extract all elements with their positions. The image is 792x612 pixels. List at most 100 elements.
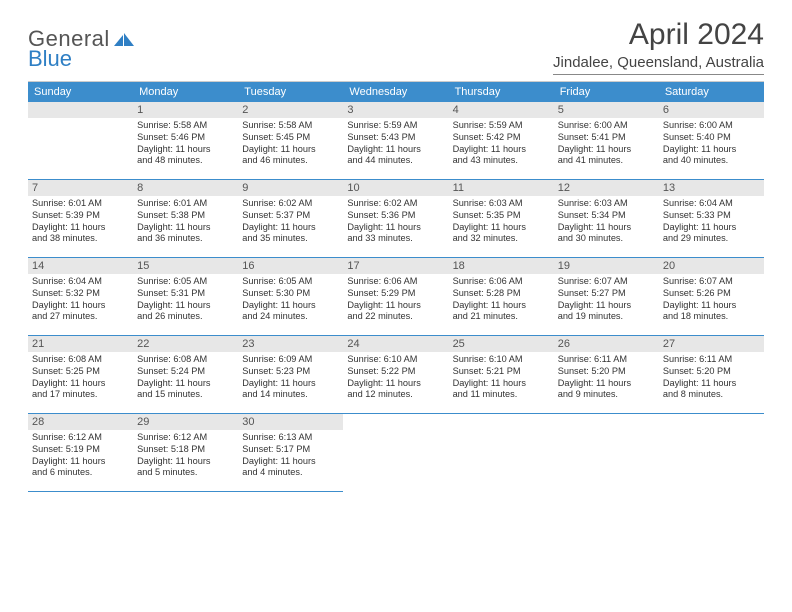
day-body: Sunrise: 6:02 AMSunset: 5:36 PMDaylight:…	[347, 198, 444, 245]
day-number: 18	[449, 258, 554, 274]
day-number: 24	[343, 336, 448, 352]
day-number: 6	[659, 102, 764, 118]
calendar-cell: 18 Sunrise: 6:06 AMSunset: 5:28 PMDayligh…	[449, 258, 554, 336]
logo-flag-icon	[114, 31, 136, 47]
day-body: Sunrise: 5:58 AMSunset: 5:45 PMDaylight:…	[242, 120, 339, 167]
day-number: 21	[28, 336, 133, 352]
calendar-cell: 22 Sunrise: 6:08 AMSunset: 5:24 PMDayligh…	[133, 336, 238, 414]
day-number: 16	[238, 258, 343, 274]
day-body: Sunrise: 6:05 AMSunset: 5:31 PMDaylight:…	[137, 276, 234, 323]
weekday-header: Thursday	[449, 82, 554, 102]
logo-word2: Blue	[28, 46, 72, 72]
calendar-cell: 10 Sunrise: 6:02 AMSunset: 5:36 PMDayligh…	[343, 180, 448, 258]
day-body: Sunrise: 6:08 AMSunset: 5:25 PMDaylight:…	[32, 354, 129, 401]
day-body: Sunrise: 6:07 AMSunset: 5:27 PMDaylight:…	[558, 276, 655, 323]
day-number: 30	[238, 414, 343, 430]
day-number: 17	[343, 258, 448, 274]
day-number: 4	[449, 102, 554, 118]
calendar-cell: 9 Sunrise: 6:02 AMSunset: 5:37 PMDaylight…	[238, 180, 343, 258]
day-body: Sunrise: 6:12 AMSunset: 5:18 PMDaylight:…	[137, 432, 234, 479]
calendar-cell: 14 Sunrise: 6:04 AMSunset: 5:32 PMDayligh…	[28, 258, 133, 336]
day-body: Sunrise: 6:04 AMSunset: 5:32 PMDaylight:…	[32, 276, 129, 323]
day-body: Sunrise: 6:12 AMSunset: 5:19 PMDaylight:…	[32, 432, 129, 479]
calendar-cell: 16 Sunrise: 6:05 AMSunset: 5:30 PMDayligh…	[238, 258, 343, 336]
day-number: 26	[554, 336, 659, 352]
calendar-cell: 6 Sunrise: 6:00 AMSunset: 5:40 PMDaylight…	[659, 102, 764, 180]
day-number: 20	[659, 258, 764, 274]
day-body: Sunrise: 6:13 AMSunset: 5:17 PMDaylight:…	[242, 432, 339, 479]
calendar-cell: 29 Sunrise: 6:12 AMSunset: 5:18 PMDayligh…	[133, 414, 238, 492]
calendar-cell: 8 Sunrise: 6:01 AMSunset: 5:38 PMDaylight…	[133, 180, 238, 258]
day-number: 10	[343, 180, 448, 196]
location-subtitle: Jindalee, Queensland, Australia	[553, 54, 764, 75]
day-body: Sunrise: 6:08 AMSunset: 5:24 PMDaylight:…	[137, 354, 234, 401]
calendar-cell: 24 Sunrise: 6:10 AMSunset: 5:22 PMDayligh…	[343, 336, 448, 414]
day-number: 5	[554, 102, 659, 118]
calendar-cell: 23Sunrise: 6:09 AMSunset: 5:23 PMDayligh…	[238, 336, 343, 414]
calendar-cell: 3 Sunrise: 5:59 AMSunset: 5:43 PMDaylight…	[343, 102, 448, 180]
calendar-cell: 4 Sunrise: 5:59 AMSunset: 5:42 PMDaylight…	[449, 102, 554, 180]
day-number: 25	[449, 336, 554, 352]
day-body: Sunrise: 5:58 AMSunset: 5:46 PMDaylight:…	[137, 120, 234, 167]
calendar-cell: 7 Sunrise: 6:01 AMSunset: 5:39 PMDaylight…	[28, 180, 133, 258]
calendar-cell: 25 Sunrise: 6:10 AMSunset: 5:21 PMDayligh…	[449, 336, 554, 414]
weekday-header: Sunday	[28, 82, 133, 102]
day-number: 29	[133, 414, 238, 430]
day-number: 7	[28, 180, 133, 196]
calendar-cell: 2 Sunrise: 5:58 AMSunset: 5:45 PMDaylight…	[238, 102, 343, 180]
calendar-cell: 1 Sunrise: 5:58 AMSunset: 5:46 PMDaylight…	[133, 102, 238, 180]
day-body: Sunrise: 6:03 AMSunset: 5:34 PMDaylight:…	[558, 198, 655, 245]
day-body: Sunrise: 6:06 AMSunset: 5:28 PMDaylight:…	[453, 276, 550, 323]
calendar-cell-empty	[28, 102, 133, 180]
day-number: 19	[554, 258, 659, 274]
calendar-cell: 20Sunrise: 6:07 AMSunset: 5:26 PMDayligh…	[659, 258, 764, 336]
day-body: Sunrise: 6:01 AMSunset: 5:38 PMDaylight:…	[137, 198, 234, 245]
calendar-cell: 28 Sunrise: 6:12 AMSunset: 5:19 PMDayligh…	[28, 414, 133, 492]
calendar-cell-empty	[343, 414, 448, 492]
day-body: Sunrise: 5:59 AMSunset: 5:42 PMDaylight:…	[453, 120, 550, 167]
calendar-cell: 13Sunrise: 6:04 AMSunset: 5:33 PMDayligh…	[659, 180, 764, 258]
day-number: 12	[554, 180, 659, 196]
day-number: 14	[28, 258, 133, 274]
day-body: Sunrise: 6:05 AMSunset: 5:30 PMDaylight:…	[242, 276, 339, 323]
day-number: 8	[133, 180, 238, 196]
calendar-cell: 30 Sunrise: 6:13 AMSunset: 5:17 PMDayligh…	[238, 414, 343, 492]
weekday-header: Wednesday	[343, 82, 448, 102]
calendar-grid: SundayMondayTuesdayWednesdayThursdayFrid…	[28, 81, 764, 492]
day-number: 22	[133, 336, 238, 352]
weekday-header: Monday	[133, 82, 238, 102]
calendar-cell: 5 Sunrise: 6:00 AMSunset: 5:41 PMDaylight…	[554, 102, 659, 180]
day-body: Sunrise: 6:02 AMSunset: 5:37 PMDaylight:…	[242, 198, 339, 245]
calendar-cell: 27Sunrise: 6:11 AMSunset: 5:20 PMDayligh…	[659, 336, 764, 414]
day-body: Sunrise: 6:10 AMSunset: 5:21 PMDaylight:…	[453, 354, 550, 401]
calendar-cell: 11Sunrise: 6:03 AMSunset: 5:35 PMDayligh…	[449, 180, 554, 258]
calendar-cell: 17 Sunrise: 6:06 AMSunset: 5:29 PMDayligh…	[343, 258, 448, 336]
day-number: 2	[238, 102, 343, 118]
day-number: 1	[133, 102, 238, 118]
title-block: April 2024 Jindalee, Queensland, Austral…	[553, 18, 764, 75]
calendar-cell-empty	[554, 414, 659, 492]
calendar-page: General April 2024 Jindalee, Queensland,…	[0, 0, 792, 510]
day-body: Sunrise: 6:00 AMSunset: 5:41 PMDaylight:…	[558, 120, 655, 167]
weekday-header: Friday	[554, 82, 659, 102]
day-body: Sunrise: 6:10 AMSunset: 5:22 PMDaylight:…	[347, 354, 444, 401]
calendar-cell: 12 Sunrise: 6:03 AMSunset: 5:34 PMDayligh…	[554, 180, 659, 258]
day-number: 28	[28, 414, 133, 430]
day-body: Sunrise: 6:01 AMSunset: 5:39 PMDaylight:…	[32, 198, 129, 245]
day-number: 9	[238, 180, 343, 196]
header: General April 2024 Jindalee, Queensland,…	[28, 18, 764, 75]
calendar-cell-empty	[659, 414, 764, 492]
weekday-header: Saturday	[659, 82, 764, 102]
month-title: April 2024	[553, 18, 764, 52]
day-number: 11	[449, 180, 554, 196]
calendar-cell: 19 Sunrise: 6:07 AMSunset: 5:27 PMDayligh…	[554, 258, 659, 336]
day-number: 3	[343, 102, 448, 118]
calendar-cell-empty	[449, 414, 554, 492]
calendar-cell: 15Sunrise: 6:05 AMSunset: 5:31 PMDayligh…	[133, 258, 238, 336]
day-body: Sunrise: 5:59 AMSunset: 5:43 PMDaylight:…	[347, 120, 444, 167]
day-body: Sunrise: 6:09 AMSunset: 5:23 PMDaylight:…	[242, 354, 339, 401]
day-body: Sunrise: 6:11 AMSunset: 5:20 PMDaylight:…	[663, 354, 760, 401]
weekday-header: Tuesday	[238, 82, 343, 102]
day-body: Sunrise: 6:00 AMSunset: 5:40 PMDaylight:…	[663, 120, 760, 167]
day-body: Sunrise: 6:06 AMSunset: 5:29 PMDaylight:…	[347, 276, 444, 323]
